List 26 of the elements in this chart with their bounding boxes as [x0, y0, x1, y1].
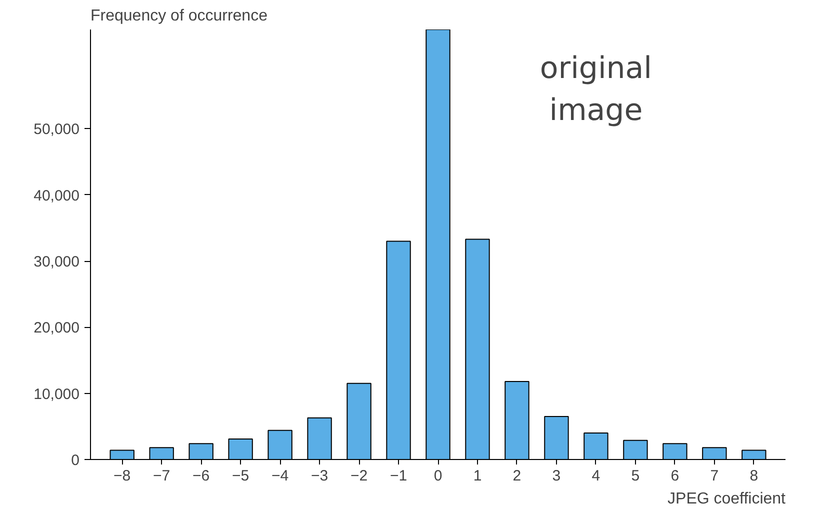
y-tick-label: 30,000: [34, 254, 80, 271]
x-tick-label: −6: [192, 468, 210, 484]
x-tick-label: 8: [750, 468, 758, 484]
x-tick-label: 5: [631, 468, 640, 484]
x-tick-label: −3: [310, 468, 328, 484]
x-tick-label: −2: [350, 468, 368, 484]
x-tick-label: 2: [512, 468, 522, 484]
x-tick-label: −5: [232, 468, 250, 484]
x-tick-label: 3: [552, 468, 561, 484]
x-tick-label: −8: [114, 468, 131, 484]
y-tick-label: 20,000: [34, 320, 80, 337]
x-tick-label: −7: [153, 468, 170, 484]
y-tick-label: 10,000: [34, 386, 80, 403]
y-tick-label: 40,000: [34, 187, 80, 204]
y-tick-label: 50,000: [34, 121, 80, 138]
annotation: original image: [540, 51, 652, 128]
x-tick-label: −4: [271, 468, 289, 484]
x-axis-title: JPEG coefficient: [668, 490, 786, 508]
y-tick-label: 0: [71, 452, 80, 469]
x-tick-label: −1: [390, 468, 408, 484]
x-tick-label: 1: [473, 468, 482, 484]
x-tick-label: 0: [434, 468, 442, 484]
x-tick-label: 4: [592, 468, 600, 484]
y-axis-title: Frequency of occurrence: [90, 8, 268, 24]
x-tick-label: 6: [670, 468, 680, 484]
x-tick-label: 7: [710, 468, 719, 484]
